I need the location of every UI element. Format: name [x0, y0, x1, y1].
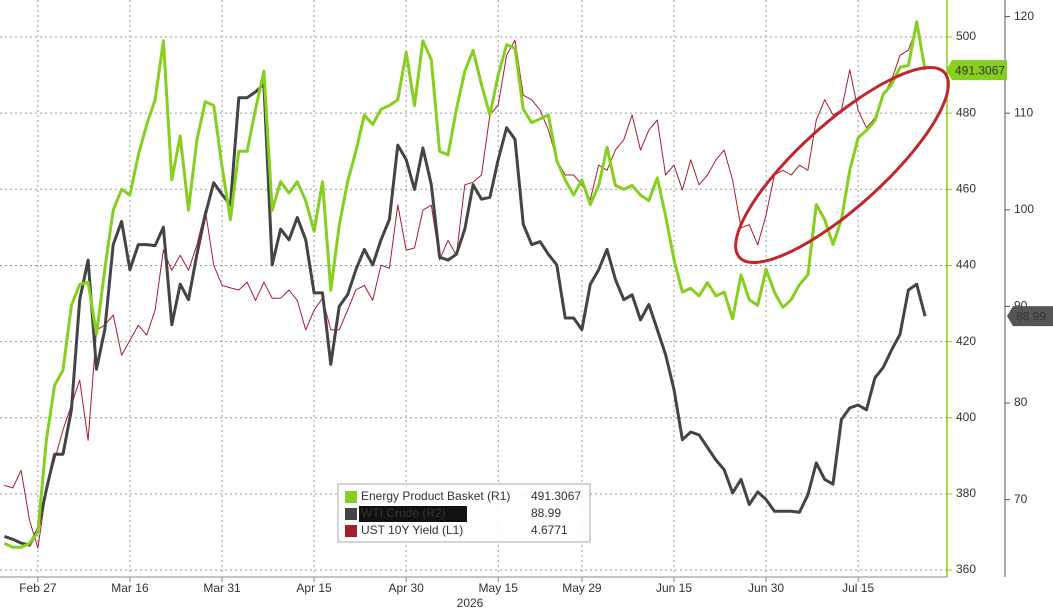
- y-tick-label: 480: [956, 105, 976, 119]
- y-tick-label: 400: [956, 410, 976, 424]
- legend-value: 491.3067: [531, 489, 581, 503]
- legend-label: UST 10Y Yield (L1): [361, 523, 463, 537]
- y-tick-label: 500: [956, 29, 976, 43]
- legend-label: WTI Crude (R2): [361, 506, 446, 520]
- series-line: [3, 82, 927, 547]
- x-tick-label: May 29: [562, 581, 602, 595]
- x-axis-label: 2026: [457, 596, 484, 609]
- y2-tick-label: 70: [1014, 492, 1028, 506]
- value-tag-label: 88.99: [1016, 309, 1046, 323]
- x-tick-label: Feb 27: [19, 581, 57, 595]
- value-tag: [1007, 306, 1053, 327]
- x-tick-label: May 15: [479, 581, 519, 595]
- x-tick-label: Jun 15: [656, 581, 692, 595]
- x-tick-label: Mar 31: [203, 581, 241, 595]
- x-tick-label: Mar 16: [111, 581, 149, 595]
- series-line: [3, 20, 927, 549]
- y2-tick-label: 120: [1014, 9, 1034, 23]
- y2-tick-label: 80: [1014, 395, 1028, 409]
- y-tick-label: 440: [956, 258, 976, 272]
- y-tick-label: 460: [956, 181, 976, 195]
- legend-value: 4.6771: [531, 523, 568, 537]
- y2-tick-label: 110: [1014, 105, 1033, 119]
- y-tick-label: 380: [956, 486, 976, 500]
- x-tick-label: Apr 15: [296, 581, 332, 595]
- legend-highlight: [359, 506, 467, 522]
- legend: Energy Product Basket (R1) 491.3067 WTI Cr…: [337, 483, 591, 543]
- legend-label: Energy Product Basket (R1): [361, 489, 510, 503]
- legend-swatch: [345, 491, 357, 503]
- legend-swatch: [345, 525, 357, 537]
- legend-swatch: [345, 508, 357, 520]
- x-tick-label: Jul 15: [842, 581, 874, 595]
- value-tag: [946, 60, 1007, 81]
- highlight-ellipse: [734, 66, 950, 264]
- value-tag-label: 491.3067: [955, 63, 1005, 77]
- x-tick-label: Apr 30: [388, 581, 424, 595]
- y-tick-label: 360: [956, 562, 976, 576]
- series-line: [4, 27, 926, 549]
- legend-value: 88.99: [531, 506, 561, 520]
- x-tick-label: Jun 30: [748, 581, 784, 595]
- y2-tick-label: 100: [1014, 202, 1034, 216]
- y-tick-label: 420: [956, 334, 976, 348]
